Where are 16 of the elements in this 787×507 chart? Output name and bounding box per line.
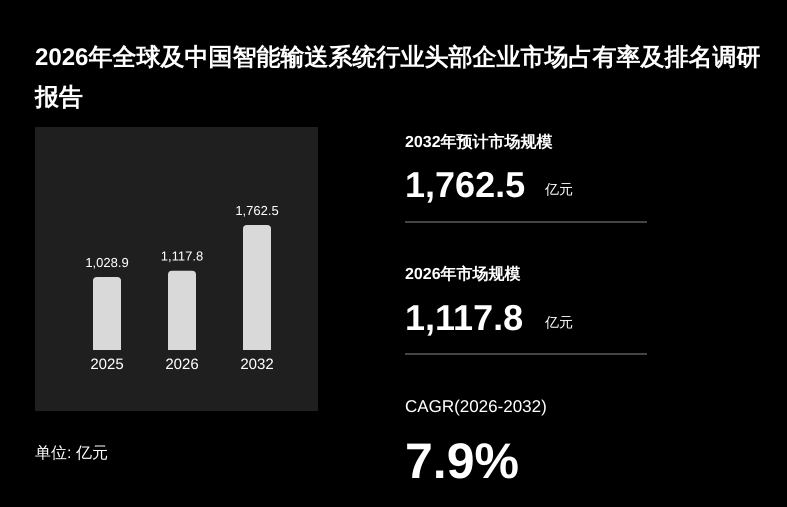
text: 亿元 bbox=[544, 314, 573, 330]
text: 单位: 亿元 bbox=[35, 444, 108, 462]
data-label: 1,028.9 bbox=[85, 255, 129, 270]
text: 1,117.8 bbox=[405, 297, 524, 338]
text: 7.9% bbox=[405, 433, 519, 489]
x-tick-label: 2032 bbox=[240, 356, 274, 373]
text: 2032年预计市场规模 bbox=[405, 133, 553, 151]
x-tick-label: 2025 bbox=[90, 356, 124, 373]
text: 2026年市场规模 bbox=[405, 265, 521, 283]
text: 1,762.5 bbox=[405, 164, 526, 205]
text: 2026年全球及中国智能输送系统行业头部企业市场占有率及排名调研报告 bbox=[35, 43, 762, 113]
x-tick-label: 2026 bbox=[165, 356, 199, 373]
data-label: 1,117.8 bbox=[160, 248, 204, 264]
text: 亿元 bbox=[544, 181, 573, 197]
text: CAGR(2026-2032) bbox=[405, 397, 547, 416]
data-label: 1,762.5 bbox=[235, 203, 279, 218]
